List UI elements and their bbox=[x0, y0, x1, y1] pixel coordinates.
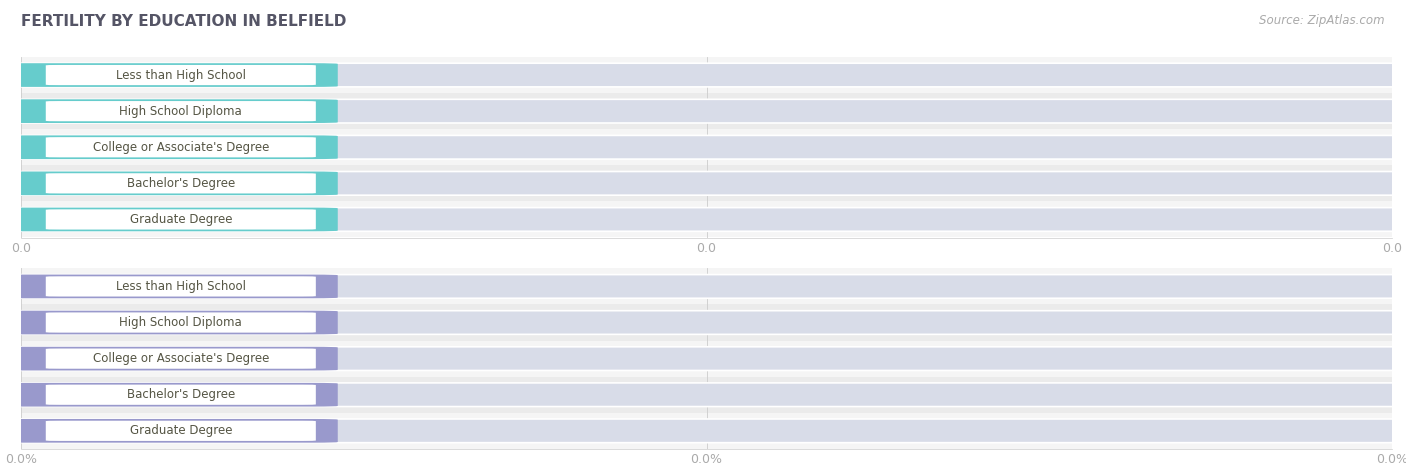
Bar bbox=[21, 413, 1392, 449]
Text: College or Associate's Degree: College or Associate's Degree bbox=[93, 141, 269, 154]
FancyBboxPatch shape bbox=[0, 63, 337, 87]
Bar bbox=[21, 93, 1392, 129]
FancyBboxPatch shape bbox=[0, 171, 1406, 195]
Text: Graduate Degree: Graduate Degree bbox=[129, 213, 232, 226]
Text: 0.0: 0.0 bbox=[283, 142, 302, 152]
Bar bbox=[21, 268, 1392, 304]
FancyBboxPatch shape bbox=[0, 347, 337, 370]
FancyBboxPatch shape bbox=[0, 63, 1406, 87]
FancyBboxPatch shape bbox=[0, 208, 337, 231]
FancyBboxPatch shape bbox=[0, 208, 1406, 231]
Bar bbox=[21, 165, 1392, 201]
Text: FERTILITY BY EDUCATION IN BELFIELD: FERTILITY BY EDUCATION IN BELFIELD bbox=[21, 14, 346, 29]
FancyBboxPatch shape bbox=[46, 137, 316, 157]
FancyBboxPatch shape bbox=[46, 313, 316, 332]
FancyBboxPatch shape bbox=[0, 135, 1406, 159]
Bar bbox=[21, 304, 1392, 341]
Text: High School Diploma: High School Diploma bbox=[120, 316, 242, 329]
Text: 0.0: 0.0 bbox=[283, 214, 302, 225]
Bar bbox=[21, 57, 1392, 93]
Text: Graduate Degree: Graduate Degree bbox=[129, 424, 232, 437]
FancyBboxPatch shape bbox=[0, 311, 337, 334]
Text: Less than High School: Less than High School bbox=[115, 68, 246, 82]
Text: 0.0%: 0.0% bbox=[271, 317, 302, 328]
FancyBboxPatch shape bbox=[46, 65, 316, 85]
Bar bbox=[21, 129, 1392, 165]
FancyBboxPatch shape bbox=[0, 99, 1406, 123]
Text: 0.0%: 0.0% bbox=[271, 281, 302, 292]
FancyBboxPatch shape bbox=[0, 347, 1406, 370]
FancyBboxPatch shape bbox=[46, 421, 316, 441]
FancyBboxPatch shape bbox=[0, 275, 337, 298]
Text: 0.0%: 0.0% bbox=[271, 426, 302, 436]
Bar bbox=[21, 341, 1392, 377]
Text: 0.0: 0.0 bbox=[283, 106, 302, 116]
Text: Bachelor's Degree: Bachelor's Degree bbox=[127, 177, 235, 190]
Bar bbox=[21, 201, 1392, 238]
Text: Less than High School: Less than High School bbox=[115, 280, 246, 293]
Text: 0.0: 0.0 bbox=[283, 70, 302, 80]
Text: High School Diploma: High School Diploma bbox=[120, 104, 242, 118]
Text: College or Associate's Degree: College or Associate's Degree bbox=[93, 352, 269, 365]
FancyBboxPatch shape bbox=[0, 419, 337, 443]
FancyBboxPatch shape bbox=[46, 101, 316, 121]
FancyBboxPatch shape bbox=[0, 419, 1406, 443]
Text: Source: ZipAtlas.com: Source: ZipAtlas.com bbox=[1260, 14, 1385, 27]
FancyBboxPatch shape bbox=[46, 385, 316, 405]
FancyBboxPatch shape bbox=[0, 275, 1406, 298]
Text: 0.0%: 0.0% bbox=[271, 390, 302, 400]
FancyBboxPatch shape bbox=[46, 276, 316, 296]
FancyBboxPatch shape bbox=[46, 209, 316, 229]
FancyBboxPatch shape bbox=[0, 311, 1406, 334]
FancyBboxPatch shape bbox=[0, 171, 337, 195]
FancyBboxPatch shape bbox=[0, 383, 337, 407]
Text: Bachelor's Degree: Bachelor's Degree bbox=[127, 388, 235, 401]
FancyBboxPatch shape bbox=[0, 135, 337, 159]
FancyBboxPatch shape bbox=[46, 173, 316, 193]
Text: 0.0%: 0.0% bbox=[271, 353, 302, 364]
Bar bbox=[21, 377, 1392, 413]
FancyBboxPatch shape bbox=[0, 99, 337, 123]
FancyBboxPatch shape bbox=[46, 349, 316, 369]
Text: 0.0: 0.0 bbox=[283, 178, 302, 189]
FancyBboxPatch shape bbox=[0, 383, 1406, 407]
